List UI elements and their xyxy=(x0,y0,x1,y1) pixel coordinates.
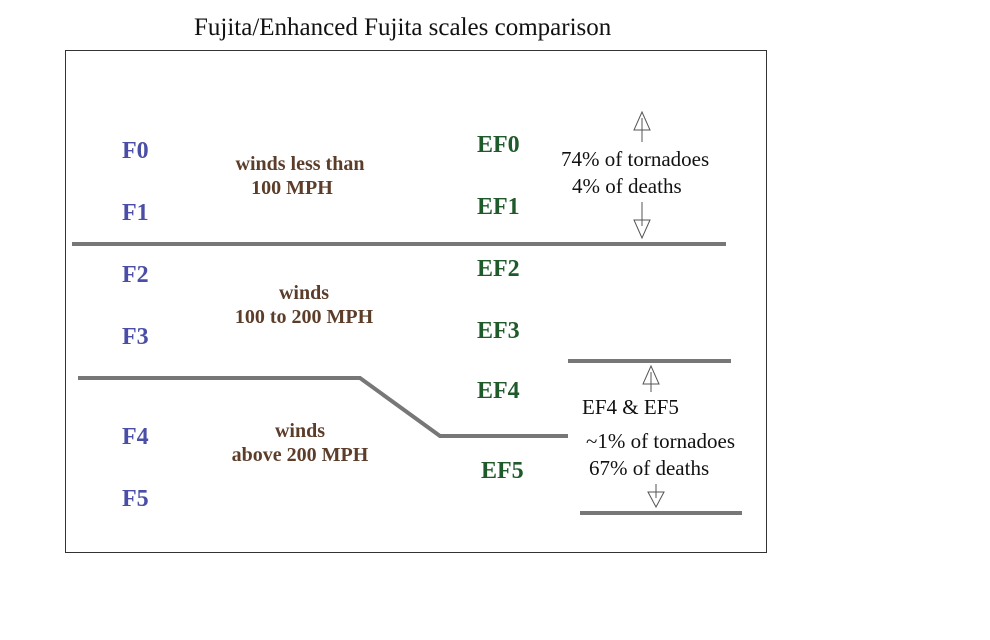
wind-group-mid-line1: winds xyxy=(278,282,330,304)
ef-label-ef5: EF5 xyxy=(481,458,524,484)
arrow-up-icon xyxy=(633,110,651,142)
wind-group-low: winds less than 100 MPH xyxy=(200,152,400,200)
ef-label-ef0: EF0 xyxy=(477,132,520,158)
wind-group-high-line2: above 200 MPH xyxy=(231,444,369,466)
stats-violent-heading: EF4 & EF5 xyxy=(582,395,679,419)
wind-group-high-line1: winds xyxy=(274,420,326,442)
fujita-label-f1: F1 xyxy=(122,200,149,226)
arrow-down-icon xyxy=(633,202,651,240)
fujita-label-f2: F2 xyxy=(122,262,149,288)
diagram-title: Fujita/Enhanced Fujita scales comparison xyxy=(194,14,612,41)
arrow-up-icon xyxy=(642,364,660,392)
wind-group-high: winds above 200 MPH xyxy=(200,419,400,467)
wind-group-mid: winds 100 to 200 MPH xyxy=(200,281,408,329)
stats-weak-tornadoes: 74% of tornadoes xyxy=(561,147,710,171)
stats-violent-tornadoes: ~1% of tornadoes xyxy=(586,429,735,453)
fujita-label-f5: F5 xyxy=(122,486,149,512)
diagram-frame xyxy=(65,50,767,553)
wind-group-low-line1: winds less than xyxy=(235,153,365,175)
ef-label-ef1: EF1 xyxy=(477,194,520,220)
ef-label-ef3: EF3 xyxy=(477,318,520,344)
wind-group-low-line2: 100 MPH xyxy=(251,177,333,199)
fujita-label-f0: F0 xyxy=(122,138,149,164)
fujita-label-f3: F3 xyxy=(122,324,149,350)
divider-strong-violent xyxy=(78,376,568,438)
wind-group-mid-line2: 100 to 200 MPH xyxy=(234,306,374,328)
stats-violent-deaths: 67% of deaths xyxy=(589,456,710,480)
ef-label-ef2: EF2 xyxy=(477,256,520,282)
ef-label-ef4: EF4 xyxy=(477,378,520,404)
stats-weak-deaths: 4% of deaths xyxy=(572,174,682,198)
arrow-down-icon xyxy=(647,484,665,509)
fujita-label-f4: F4 xyxy=(122,424,149,450)
